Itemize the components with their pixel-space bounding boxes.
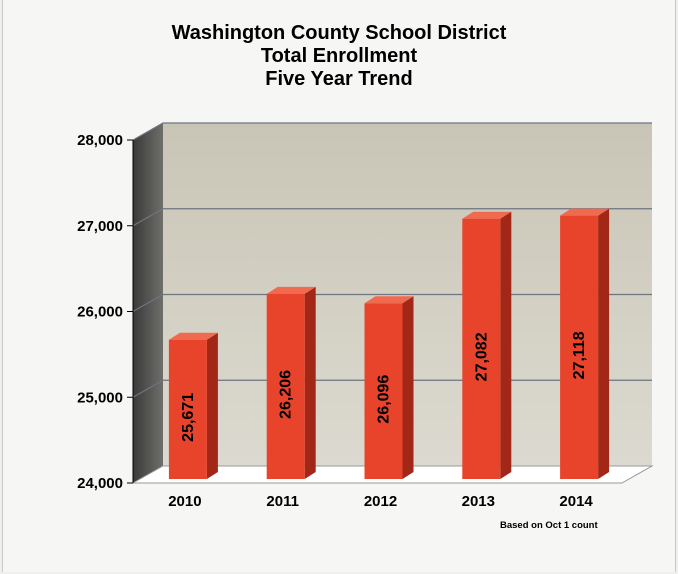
y-tick-label: 25,000 <box>77 389 123 406</box>
bar-top <box>462 211 512 219</box>
bar-top <box>266 286 316 294</box>
data-label: 27,118 <box>571 331 588 379</box>
data-label: 26,206 <box>278 370 295 419</box>
bar-top <box>364 296 414 304</box>
data-label: 26,096 <box>376 375 393 424</box>
bar <box>462 218 501 479</box>
bar <box>364 303 403 479</box>
bar-top <box>168 332 218 340</box>
x-tick-label: 2013 <box>462 493 495 510</box>
x-tick-label: 2011 <box>266 493 299 510</box>
bar <box>168 339 207 479</box>
bar <box>560 215 599 479</box>
y-tick-label: 24,000 <box>77 475 123 492</box>
data-label: 25,671 <box>180 393 197 442</box>
bar-top <box>560 208 610 216</box>
title-line-3: Five Year Trend <box>265 68 413 90</box>
bar-side <box>304 286 316 479</box>
x-tick-label: 2012 <box>364 493 397 510</box>
bar-side <box>206 332 218 479</box>
bar <box>266 293 305 479</box>
y-tick-label: 26,000 <box>77 304 123 321</box>
y-tick-label: 27,000 <box>77 218 123 235</box>
chart-title: Washington County School District Total … <box>0 22 678 91</box>
bar-side <box>402 296 414 479</box>
y-tick-label: 28,000 <box>77 132 123 149</box>
footnote: Based on Oct 1 count <box>500 520 598 531</box>
gridline <box>132 208 652 227</box>
gridline <box>132 122 652 141</box>
title-line-1: Washington County School District <box>171 22 507 44</box>
x-tick-label: 2010 <box>168 493 201 510</box>
title-line-2: Total Enrollment <box>260 45 418 67</box>
data-label: 27,082 <box>473 332 490 381</box>
bar-side <box>500 211 512 479</box>
x-tick-label: 2014 <box>559 493 593 510</box>
bar-side <box>598 208 610 479</box>
